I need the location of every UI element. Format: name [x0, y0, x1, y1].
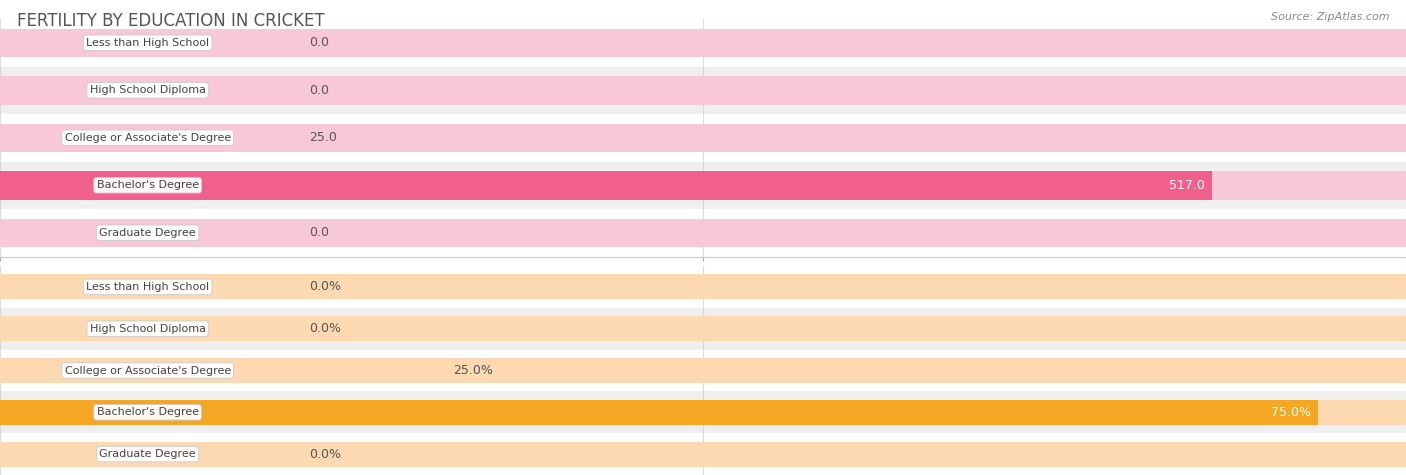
Text: 0.0%: 0.0% [309, 322, 342, 335]
Bar [0, 162, 1406, 209]
Text: Source: ZipAtlas.com: Source: ZipAtlas.com [1271, 12, 1389, 22]
Bar [0, 275, 1406, 299]
Bar [0, 316, 1406, 341]
Text: 517.0: 517.0 [1168, 179, 1205, 192]
Bar [0, 266, 1406, 308]
Bar [0, 28, 1406, 57]
Bar [0, 19, 1406, 66]
Bar [0, 124, 59, 152]
Bar [0, 350, 1406, 391]
Text: High School Diploma: High School Diploma [90, 323, 205, 334]
Bar [0, 400, 1319, 425]
Bar [0, 358, 439, 383]
Text: College or Associate's Degree: College or Associate's Degree [65, 133, 231, 143]
Text: 0.0: 0.0 [309, 36, 329, 49]
Bar [0, 218, 1406, 247]
Text: High School Diploma: High School Diploma [90, 85, 205, 95]
Text: 25.0: 25.0 [309, 131, 337, 144]
Bar [0, 433, 1406, 475]
Bar [0, 442, 1406, 466]
Text: 0.0%: 0.0% [309, 447, 342, 461]
Text: Bachelor's Degree: Bachelor's Degree [97, 407, 198, 418]
Bar [0, 66, 1406, 114]
Bar [0, 308, 1406, 350]
Text: FERTILITY BY EDUCATION IN CRICKET: FERTILITY BY EDUCATION IN CRICKET [17, 12, 325, 30]
Text: 0.0: 0.0 [309, 226, 329, 239]
Bar [0, 76, 1406, 104]
Bar [0, 358, 1406, 383]
Bar [0, 124, 1406, 152]
Text: Graduate Degree: Graduate Degree [100, 449, 195, 459]
Bar [0, 391, 1406, 433]
Bar [0, 400, 1406, 425]
Text: 0.0%: 0.0% [309, 280, 342, 294]
Text: Less than High School: Less than High School [86, 282, 209, 292]
Bar [0, 171, 1212, 200]
Text: Bachelor's Degree: Bachelor's Degree [97, 180, 198, 190]
Text: 0.0: 0.0 [309, 84, 329, 97]
Text: Graduate Degree: Graduate Degree [100, 228, 195, 238]
Text: 25.0%: 25.0% [453, 364, 494, 377]
Text: Less than High School: Less than High School [86, 38, 209, 48]
Text: College or Associate's Degree: College or Associate's Degree [65, 365, 231, 376]
Bar [0, 114, 1406, 162]
Text: 75.0%: 75.0% [1271, 406, 1310, 419]
Bar [0, 171, 1406, 200]
Bar [0, 209, 1406, 256]
